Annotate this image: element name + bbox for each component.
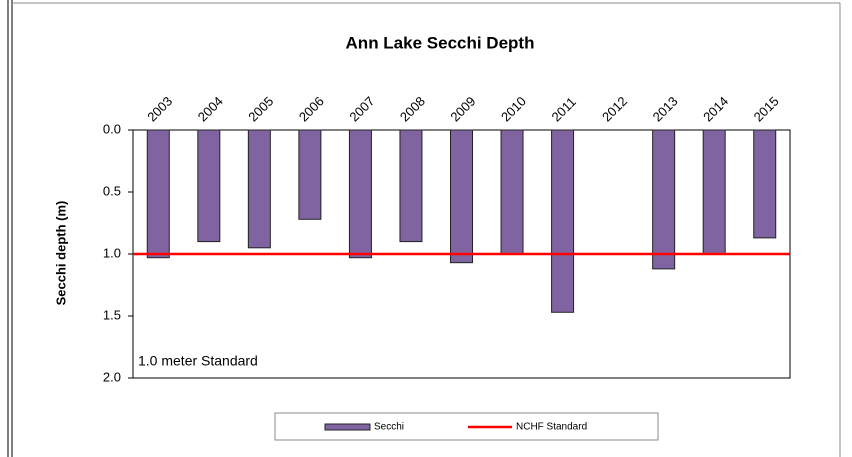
bar — [551, 129, 575, 313]
bar — [146, 129, 170, 259]
chart-title: Ann Lake Secchi Depth — [346, 33, 535, 52]
y-tick-label: 1.0 — [103, 245, 121, 260]
bar — [652, 129, 676, 270]
y-tick-label: 2.0 — [103, 369, 121, 384]
bar — [753, 129, 777, 239]
legend — [274, 412, 659, 441]
legend-label: Secchi — [374, 422, 404, 433]
annotation: 1.0 meter Standard — [138, 353, 258, 369]
bar — [348, 129, 372, 259]
bar — [500, 129, 524, 255]
bar — [197, 129, 221, 243]
bar — [450, 129, 473, 264]
y-tick-label: 0.0 — [103, 121, 121, 136]
bar — [399, 129, 423, 243]
legend-swatch — [324, 423, 371, 431]
bar — [298, 129, 322, 220]
y-tick-label: 0.5 — [103, 183, 121, 198]
bar — [702, 129, 726, 255]
bar — [247, 129, 271, 249]
y-axis-title: Secchi depth (m) — [53, 201, 68, 306]
y-tick-label: 1.5 — [103, 307, 121, 322]
legend-label: NCHF Standard — [516, 422, 587, 433]
